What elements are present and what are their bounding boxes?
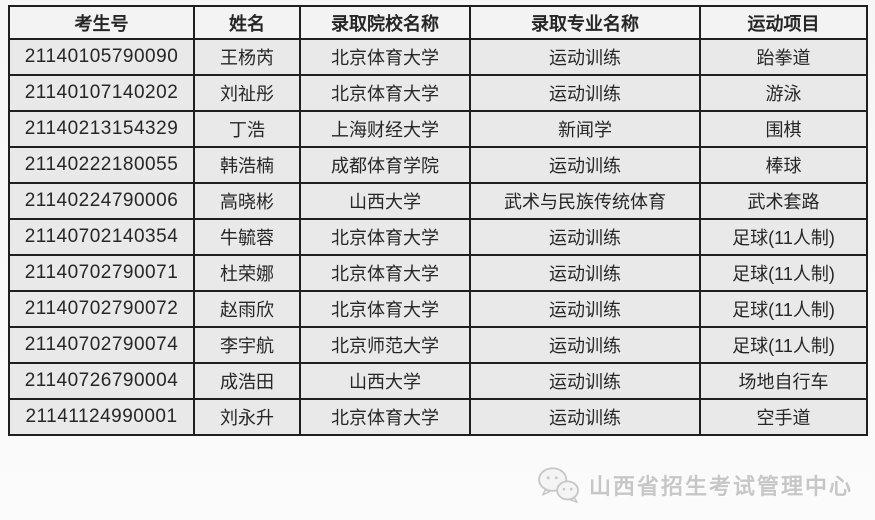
table-cell: 新闻学 xyxy=(469,110,701,148)
table-cell: 运动训练 xyxy=(469,290,701,328)
header-cell-0: 考生号 xyxy=(8,5,195,40)
header-cell-2: 录取院校名称 xyxy=(299,5,471,40)
table-cell: 21140702790071 xyxy=(8,254,195,292)
table-cell: 李宇航 xyxy=(193,326,301,364)
header-cell-1: 姓名 xyxy=(193,5,301,40)
watermark-text: 山西省招生考试管理中心 xyxy=(588,474,853,499)
table-cell: 北京体育大学 xyxy=(299,398,471,436)
table-cell: 足球(11人制) xyxy=(699,218,868,256)
table-cell: 足球(11人制) xyxy=(699,254,868,292)
table-cell: 21140224790006 xyxy=(8,182,195,220)
table-cell: 山西大学 xyxy=(299,182,471,220)
table-cell: 山西大学 xyxy=(299,362,471,400)
table-cell: 21140105790090 xyxy=(8,38,195,76)
table-cell: 运动训练 xyxy=(469,218,701,256)
table-cell: 跆拳道 xyxy=(699,38,868,76)
table-cell: 武术套路 xyxy=(699,182,868,220)
table-cell: 北京体育大学 xyxy=(299,74,471,112)
table-cell: 21140107140202 xyxy=(8,74,195,112)
table-cell: 北京师范大学 xyxy=(299,326,471,364)
table-cell: 高晓彬 xyxy=(193,182,301,220)
wechat-logo-icon xyxy=(537,466,581,504)
table-row: 21140702140354 牛毓蓉 北京体育大学 运动训练 足球(11人制) xyxy=(8,218,868,256)
admission-results-table: 考生号 姓名 录取院校名称 录取专业名称 运动项目 21140105790090 王杨芮北… xyxy=(8,5,868,436)
table-cell: 成都体育学院 xyxy=(299,146,471,184)
table-cell: 成浩田 xyxy=(193,362,301,400)
header-cell-3: 录取专业名称 xyxy=(469,5,701,40)
table-cell: 21140702790072 xyxy=(8,290,195,328)
table-cell: 运动训练 xyxy=(469,74,701,112)
table-cell: 刘祉彤 xyxy=(193,74,301,112)
table-body: 21140105790090 王杨芮 北京体育大学 运动训练 跆拳道 2114010714… xyxy=(8,38,868,436)
table-cell: 空手道 xyxy=(699,398,868,436)
table-cell: 运动训练 xyxy=(469,326,701,364)
table-cell: 北京体育大学 xyxy=(299,254,471,292)
table-cell: 刘永升 xyxy=(193,398,301,436)
table-cell: 21140213154329 xyxy=(8,110,195,148)
table-row: 21140702790072 赵雨欣 北京体育大学 运动训练 足球(11人制) xyxy=(8,290,868,328)
table-row: 21140702790071 杜荣娜 北京体育大学 运动训练 足球(11人制) xyxy=(8,254,868,292)
table-cell: 韩浩楠 xyxy=(193,146,301,184)
watermark: 山西省招生考试管理中心 xyxy=(537,466,853,504)
table-cell: 运动训练 xyxy=(469,254,701,292)
table-cell: 武术与民族传统体育 xyxy=(469,182,701,220)
table-cell: 21140702790074 xyxy=(8,326,195,364)
table-cell: 运动训练 xyxy=(469,398,701,436)
table-cell: 足球(11人制) xyxy=(699,290,868,328)
table-cell: 21140726790004 xyxy=(8,362,195,400)
table-cell: 丁浩 xyxy=(193,110,301,148)
table-cell: 北京体育大学 xyxy=(299,290,471,328)
table-cell: 杜荣娜 xyxy=(193,254,301,292)
table-cell: 王杨芮 xyxy=(193,38,301,76)
table-cell: 上海财经大学 xyxy=(299,110,471,148)
table-cell: 北京体育大学 xyxy=(299,38,471,76)
table-row: 21140224790006 高晓彬 山西大学 武术与民族传统体育 武术套路 xyxy=(8,182,868,220)
table-row: 21140702790074 李宇航 北京师范大学 运动训练 足球(11人制) xyxy=(8,326,868,364)
table-cell: 运动训练 xyxy=(469,38,701,76)
table-cell: 21140702140354 xyxy=(8,218,195,256)
table-cell: 运动训练 xyxy=(469,362,701,400)
table-header-row: 考生号 姓名 录取院校名称 录取专业名称 运动项目 xyxy=(8,5,868,40)
table-row: 21141124990001 刘永升 北京体育大学 运动训练 空手道 xyxy=(8,398,868,436)
table-cell: 牛毓蓉 xyxy=(193,218,301,256)
table-cell: 围棋 xyxy=(699,110,868,148)
table-cell: 场地自行车 xyxy=(699,362,868,400)
table-cell: 游泳 xyxy=(699,74,868,112)
table-cell: 运动训练 xyxy=(469,146,701,184)
table-cell: 棒球 xyxy=(699,146,868,184)
table-cell: 北京体育大学 xyxy=(299,218,471,256)
table-row: 21140107140202 刘祉彤 北京体育大学 运动训练 游泳 xyxy=(8,74,868,112)
table-cell: 足球(11人制) xyxy=(699,326,868,364)
table-row: 21140726790004 成浩田 山西大学 运动训练 场地自行车 xyxy=(8,362,868,400)
table-cell: 赵雨欣 xyxy=(193,290,301,328)
table-row: 21140213154329 丁浩 上海财经大学 新闻学 围棋 xyxy=(8,110,868,148)
table-row: 21140222180055 韩浩楠 成都体育学院 运动训练 棒球 xyxy=(8,146,868,184)
table-row: 21140105790090 王杨芮 北京体育大学 运动训练 跆拳道 xyxy=(8,38,868,76)
table-cell: 21140222180055 xyxy=(8,146,195,184)
header-cell-4: 运动项目 xyxy=(699,5,868,40)
table-cell: 21141124990001 xyxy=(8,398,195,436)
